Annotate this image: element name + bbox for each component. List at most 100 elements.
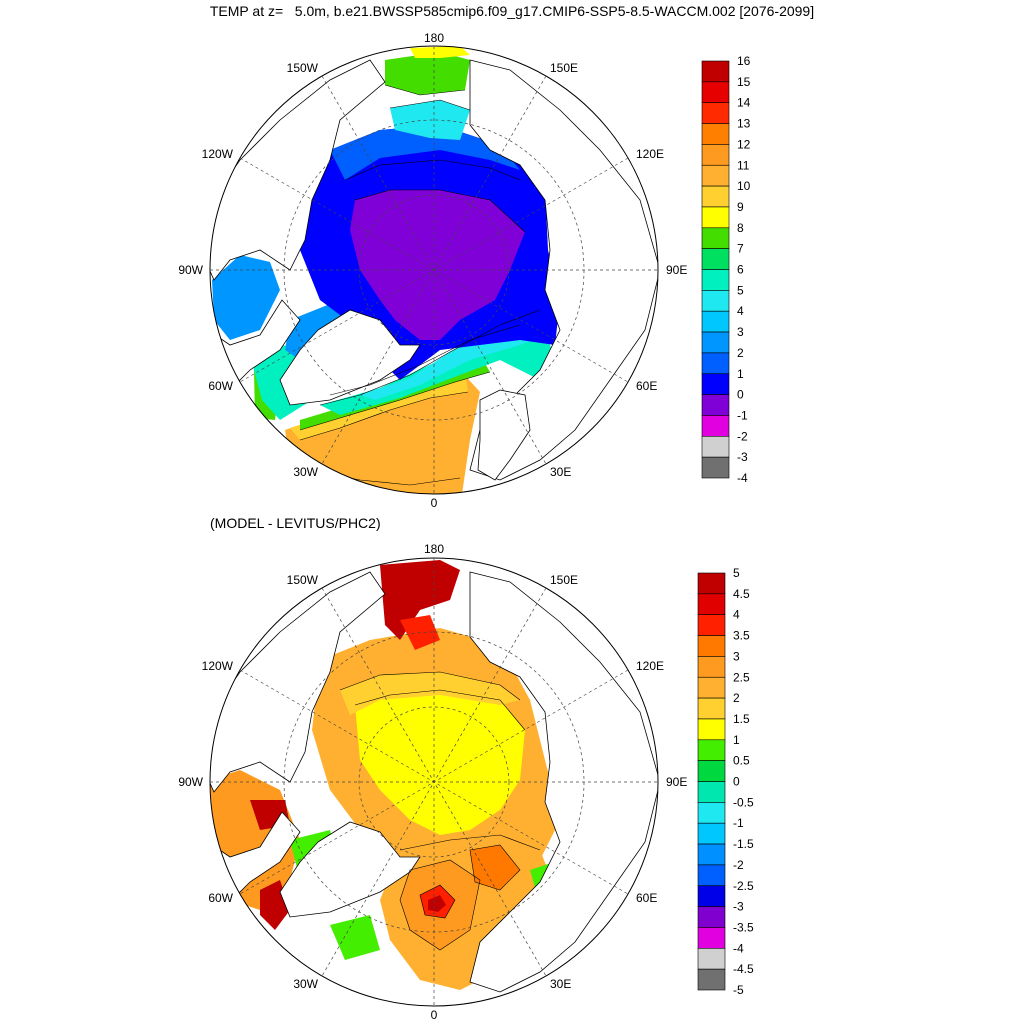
temperature-field (210, 46, 658, 494)
scandinavia-land (477, 389, 531, 481)
colorbar-tick-label: -3 (737, 450, 748, 464)
lon-label-30w: 30W (293, 465, 318, 479)
colorbar-tick-label: 5 (733, 566, 740, 580)
colorbar-swatch (697, 635, 726, 657)
colorbar-swatch (697, 781, 726, 803)
colorbar-tick-label: 9 (737, 200, 744, 214)
colorbar-tick-label: 0 (737, 388, 744, 402)
lon-label-60e: 60E (636, 379, 657, 393)
lon-label-30e-lower: 30E (550, 977, 571, 991)
colorbar-tick-label: 7 (737, 242, 744, 256)
panel-subtitle: (MODEL - LEVITUS/PHC2) (210, 515, 381, 531)
lon-label-120e: 120E (636, 147, 664, 161)
colorbar-swatch (701, 81, 730, 103)
greenland-land-lower (279, 821, 421, 918)
colorbar-swatch (701, 373, 730, 395)
colorbar-tick-label: 3.5 (733, 629, 750, 643)
colorbar-swatch (697, 614, 726, 636)
lon-label-90e-lower: 90E (666, 775, 687, 789)
lon-label-180: 180 (424, 31, 444, 45)
colorbar-swatch (701, 227, 730, 249)
bering-yellow (410, 46, 470, 58)
lon-label-120e-lower: 120E (636, 659, 664, 673)
colorbar-tick-label: 2.5 (733, 670, 750, 684)
colorbar-tick-label: 2 (737, 346, 744, 360)
colorbar-swatch (697, 802, 726, 824)
colorbar-tick-label: 12 (737, 137, 751, 151)
colorbar-tick-label: -2.5 (733, 879, 754, 893)
colorbar-tick-label: -2 (737, 429, 748, 443)
colorbar-tick-label: 14 (737, 96, 751, 110)
colorbar-swatch (701, 248, 730, 270)
lon-label-120w-lower: 120W (202, 659, 234, 673)
colorbar-swatch (701, 123, 730, 145)
norwegian-orange-blob (470, 845, 520, 890)
colorbar-swatch (701, 394, 730, 416)
lon-label-90w: 90W (178, 263, 203, 277)
atlantic-warm-region (285, 370, 480, 494)
colorbar-tick-label: -3 (733, 900, 744, 914)
colorbar-tick-label: -4.5 (733, 962, 754, 976)
lon-label-30w-lower: 30W (293, 977, 318, 991)
colorbar-swatch (697, 760, 726, 782)
colorbar-swatch (701, 456, 730, 479)
bering-green (385, 52, 470, 95)
colorbar-swatch (701, 290, 730, 312)
colorbar-tick-label: 4 (733, 608, 740, 622)
colorbar-tick-label: 1.5 (733, 712, 750, 726)
hudson-blue (212, 255, 280, 340)
graticule (209, 45, 659, 495)
colorbar-swatch (697, 947, 726, 970)
colorbar-tick-label: -4 (737, 471, 748, 485)
colorbar-swatch (701, 331, 730, 354)
lon-label-30e: 30E (550, 465, 571, 479)
lon-label-150e: 150E (550, 61, 578, 75)
colorbar-tick-label: -1 (737, 408, 748, 422)
colorbar-swatch (701, 352, 730, 375)
colorbar-bottom: 5 4.5 4 3.5 3 2.5 2 1.5 1 0.5 0 -0.5 -1 -1.5 -2 -2.5 -3 -… (697, 566, 754, 997)
difference-map: 180 150E 120E 90E 60E 30E 0 30W 60W 90W … (178, 542, 754, 1022)
colorbar-tick-label: 2 (733, 691, 740, 705)
colorbar-tick-label: 4.5 (733, 587, 750, 601)
colorbar-swatch (697, 572, 726, 595)
colorbar-swatch (701, 206, 730, 229)
colorbar-tick-label: 5 (737, 283, 744, 297)
lon-label-150w: 150W (287, 61, 319, 75)
colorbar-tick-label: 3 (737, 325, 744, 339)
lon-label-60w: 60W (208, 379, 233, 393)
colorbar-swatch (701, 415, 730, 437)
lon-label-0: 0 (431, 496, 438, 510)
arctic-core-purple (350, 190, 525, 340)
lon-label-90e: 90E (666, 263, 687, 277)
colorbar-swatch (701, 144, 730, 166)
colorbar-tick-label: -4 (733, 941, 744, 955)
colorbar-swatch (697, 718, 726, 741)
temperature-map: 180 150E 120E 90E 60E 30E 0 30W 60W 90W … (178, 31, 751, 510)
colorbar-tick-label: -1 (733, 816, 744, 830)
colorbar-swatch (697, 697, 726, 720)
colorbar-swatch (701, 310, 730, 333)
colorbar-tick-label: -2 (733, 858, 744, 872)
colorbar-swatch (701, 435, 730, 458)
arctic-upper-blue (330, 125, 520, 180)
colorbar-swatch (697, 927, 726, 949)
hotspot-dark-red (428, 895, 446, 912)
colorbar-swatch (697, 656, 726, 678)
colorbar-swatch (701, 269, 730, 291)
colorbar-swatch (697, 739, 726, 761)
colorbar-tick-label: 1 (733, 733, 740, 747)
colorbar-tick-label: 10 (737, 179, 751, 193)
graticule-lower (209, 557, 659, 1007)
lon-label-90w-lower: 90W (178, 775, 203, 789)
colorbar-swatch (701, 60, 730, 83)
colorbar-tick-label: 8 (737, 221, 744, 235)
colorbar-tick-label: 13 (737, 117, 751, 131)
colorbar-tick-label: 0.5 (733, 754, 750, 768)
colorbar-tick-label: 16 (737, 54, 751, 68)
lon-label-150w-lower: 150W (287, 573, 319, 587)
arctic-core-yellow (355, 690, 525, 835)
colorbar-swatch (701, 102, 730, 124)
lon-label-60e-lower: 60E (636, 891, 657, 905)
colorbar-tick-label: 15 (737, 75, 751, 89)
